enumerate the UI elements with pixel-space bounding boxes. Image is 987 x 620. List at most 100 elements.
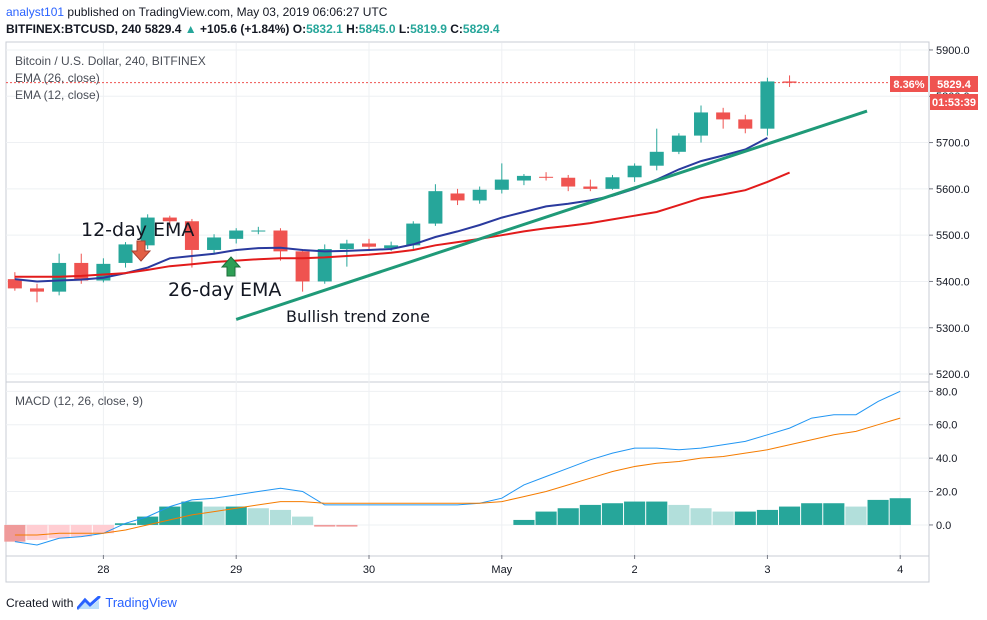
symbol-text: BITFINEX:BTCUSD, 240 [6, 22, 142, 36]
time-tick-label: 28 [97, 564, 109, 576]
candle-up [428, 191, 443, 224]
created-with-text: Created with [6, 595, 74, 610]
trend-line [235, 109, 868, 321]
time-tick-label: 30 [363, 564, 375, 576]
last-price: 5829.4 [144, 22, 182, 36]
macd-tick-label: 40.0 [936, 453, 957, 465]
candle-down [583, 186, 598, 189]
candle-up [671, 135, 686, 152]
candle-up [649, 151, 664, 166]
macd-axis: 0.0 20.0 40.0 60.0 80.0 [929, 386, 957, 532]
footer: Created with TradingView [6, 595, 177, 610]
histogram-bar [889, 498, 911, 525]
histogram-bar [92, 524, 114, 534]
grid [6, 43, 929, 555]
candle-down [162, 217, 177, 222]
histogram-bar [159, 506, 181, 525]
macd-legend[interactable]: MACD (12, 26, close, 9) [15, 394, 143, 408]
histogram-bar [535, 511, 557, 525]
up-arrow-icon [220, 256, 242, 277]
percent-badge [890, 76, 928, 92]
publish-info: analyst101 published on TradingView.com,… [6, 5, 387, 19]
histogram-bar [801, 503, 823, 525]
tradingview-brand[interactable]: TradingView [105, 595, 177, 610]
histogram-bar [778, 506, 801, 525]
chart-title: Bitcoin / U.S. Dollar, 240, BITFINEX [15, 54, 206, 68]
candle-down [450, 193, 465, 201]
macd-tick-label: 20.0 [936, 487, 957, 499]
chart-frame [5, 41, 930, 583]
candle-up [207, 237, 222, 250]
price-change: +105.6 (+1.84%) [199, 22, 290, 36]
histogram-bar [247, 508, 269, 525]
macd-tick-label: 0.0 [936, 520, 951, 532]
candle-up [472, 189, 487, 201]
histogram-bar [114, 523, 137, 525]
time-tick-label: 4 [897, 564, 903, 576]
macd-tick-label: 80.0 [936, 386, 957, 398]
histogram-bar [513, 519, 535, 525]
annotation-ema26: 26-day EMA [168, 279, 281, 301]
candle-up [760, 81, 775, 129]
candle-up [627, 165, 642, 178]
high-value: 5845.0 [358, 22, 396, 36]
histogram-bar [314, 524, 336, 527]
time-tick-label: 29 [230, 564, 242, 576]
histogram-bar [269, 509, 292, 525]
histogram-bar [292, 516, 314, 525]
open-value: 5832.1 [306, 22, 343, 36]
price-tick-label: 5200.0 [936, 369, 970, 381]
author-link[interactable]: analyst101 [6, 5, 65, 19]
histogram-bar [712, 511, 734, 525]
histogram-bar [756, 509, 778, 525]
histogram-bar [601, 503, 624, 525]
histogram-bar [137, 516, 159, 525]
price-tick-label: 5700.0 [936, 138, 970, 150]
histogram-bar [624, 501, 646, 525]
time-axis: 28 29 30 May 2 3 4 [97, 555, 903, 576]
histogram-bar [203, 506, 225, 525]
macd-tick-label: 60.0 [936, 420, 957, 432]
percent-badge-text: 8.36% [893, 79, 924, 91]
histogram-bar [823, 503, 845, 525]
histogram-bar [225, 506, 247, 525]
open-label: O: [292, 22, 307, 36]
ema12-legend[interactable]: EMA (12, close) [15, 88, 100, 102]
candle-down [561, 177, 576, 187]
candle-up [516, 175, 531, 181]
time-tick-label: 2 [632, 564, 638, 576]
histogram-bar [557, 508, 579, 525]
histogram-bar [26, 524, 48, 540]
candle-up [384, 245, 399, 249]
candle-up [605, 177, 620, 189]
ema26-legend[interactable]: EMA (26, close) [15, 71, 100, 85]
time-tick-label: May [491, 564, 512, 576]
candle-up [118, 244, 133, 263]
histogram-bar [668, 504, 690, 525]
close-value: 5829.4 [462, 22, 500, 36]
candle-down [184, 221, 199, 250]
ema26-line [14, 171, 790, 278]
candle-up [251, 230, 266, 232]
candle-up [229, 230, 244, 239]
countdown-badge-text: 01:53:39 [932, 97, 976, 109]
annotation-ema12: 12-day EMA [81, 219, 194, 241]
candle-up [140, 217, 155, 246]
candle-down [74, 262, 89, 281]
time-tick-label: 3 [764, 564, 770, 576]
price-tick-label: 5600.0 [936, 184, 970, 196]
candle-down [362, 243, 377, 247]
histogram-bar [48, 524, 70, 539]
down-arrow-icon [130, 240, 152, 262]
low-value: 5819.9 [410, 22, 447, 36]
candle-down [716, 112, 731, 120]
price-tick-label: 5300.0 [936, 323, 970, 335]
candle-up [406, 223, 421, 246]
price-badge-text: 5829.4 [937, 79, 972, 91]
up-arrow-icon: ▲ [184, 22, 197, 36]
histogram-bar [181, 501, 203, 525]
candle-down [738, 119, 753, 129]
price-tick-label: 5900.0 [936, 45, 970, 57]
candle-up [317, 249, 332, 282]
